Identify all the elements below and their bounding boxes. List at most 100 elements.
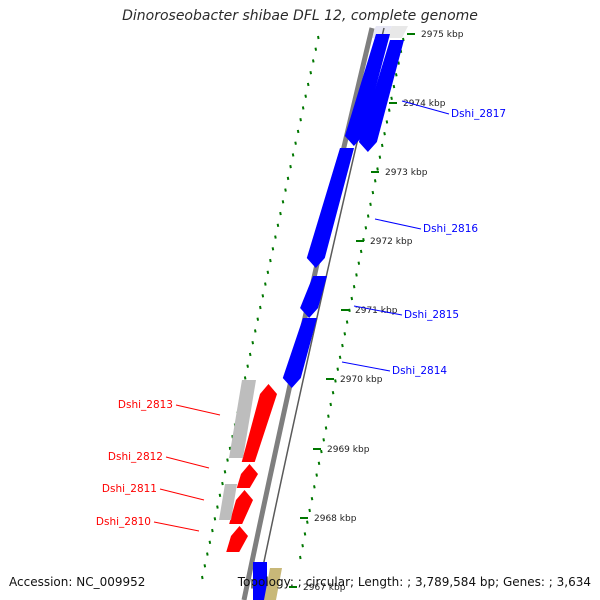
map-title: Dinoroseobacter shibae DFL 12, complete … xyxy=(122,8,478,24)
outer-scale-dot xyxy=(264,282,267,286)
outer-scale-dot xyxy=(216,505,219,509)
inner-scale-dot xyxy=(338,355,342,360)
outer-scale-dot xyxy=(256,317,260,321)
inner-scale-dot xyxy=(371,190,375,195)
inner-scale-dot xyxy=(359,249,363,254)
inner-scale-dot xyxy=(334,379,337,383)
reverse-gene-arrow xyxy=(226,526,248,552)
outer-scale-dot xyxy=(284,188,287,192)
outer-scale-dot xyxy=(306,82,310,87)
outer-scale-dot xyxy=(251,341,255,345)
inner-scale-dot xyxy=(348,308,351,312)
gene-leader-line xyxy=(175,404,221,416)
gene-label: Dshi_2813 xyxy=(118,399,173,411)
gene-label: Dshi_2810 xyxy=(96,516,151,528)
outer-scale-dot xyxy=(311,59,315,63)
genes-text: Genes: 3,634 xyxy=(495,575,591,589)
outer-scale-dot xyxy=(289,164,292,169)
topology-text: Topology: circular xyxy=(238,575,350,589)
outer-scale-dot xyxy=(203,564,207,568)
outer-scale-dot xyxy=(279,211,282,216)
forward-gene-arrow xyxy=(306,148,354,268)
outer-scale-dot xyxy=(301,106,305,110)
topology-value: circular xyxy=(298,575,350,589)
gene-leader-line xyxy=(165,456,210,469)
gene-label: Dshi_2811 xyxy=(102,483,157,495)
inner-scale-dot xyxy=(345,320,349,324)
outer-scale-dot xyxy=(276,223,280,228)
forward-gene-arrow xyxy=(344,34,390,146)
inner-scale-dot xyxy=(394,73,398,77)
outer-scale-dot xyxy=(259,305,262,310)
outer-scale-dot xyxy=(271,247,275,251)
inner-scale-dot xyxy=(376,167,379,171)
tick-label: 2969 kbp xyxy=(327,445,370,455)
inner-scale-dot xyxy=(317,461,321,466)
gene-label: Dshi_2817 xyxy=(451,108,506,120)
inner-scale-dot xyxy=(369,202,372,207)
tick-label: 2971 kbp xyxy=(355,306,398,316)
outer-scale-dot xyxy=(269,258,272,263)
gene-label: Dshi_2812 xyxy=(108,451,163,463)
outer-scale-dot xyxy=(226,458,229,462)
inner-scale-dot xyxy=(397,61,400,65)
inner-scale-dot xyxy=(385,120,389,124)
tick-label: 2975 kbp xyxy=(421,30,464,40)
length-label: Length: xyxy=(357,575,404,589)
topology-label: Topology: xyxy=(237,575,294,589)
inner-scale-dot xyxy=(331,390,335,395)
inner-scale-dot xyxy=(336,367,340,371)
inner-scale-dot xyxy=(327,414,330,418)
length-text: Length: 3,789,584 bp xyxy=(350,575,495,589)
accession-text: Accession: NC_009952 xyxy=(9,575,145,589)
inner-scale-dot xyxy=(364,226,368,230)
reverse-gene-arrow xyxy=(229,490,253,524)
inner-scale-dot xyxy=(341,343,344,348)
tick-label: 2972 kbp xyxy=(370,237,413,247)
reverse-gene-arrow xyxy=(241,384,277,462)
other-feature xyxy=(229,380,256,458)
inner-scale-dot xyxy=(322,438,325,442)
outer-scale-dot xyxy=(211,528,214,533)
outer-scale-dot xyxy=(296,129,300,134)
tick-label: 2974 kbp xyxy=(403,99,446,109)
length-value: 3,789,584 bp xyxy=(407,575,495,589)
outer-scale-dot xyxy=(221,481,224,486)
inner-scale-dot xyxy=(378,155,382,159)
inner-scale-dot xyxy=(315,473,318,477)
outer-scale-dot xyxy=(274,235,277,239)
inner-scale-dot xyxy=(329,402,333,407)
outer-scale-dot xyxy=(304,94,307,98)
gene-leader-line xyxy=(353,305,403,316)
outer-scale-dot xyxy=(317,35,320,40)
inner-scale-dot xyxy=(303,532,307,536)
inner-scale-dot xyxy=(343,332,347,336)
outer-scale-dot xyxy=(286,176,290,181)
outer-scale-dot xyxy=(253,329,257,333)
outer-scale-dot xyxy=(261,294,265,298)
gene-leader-line xyxy=(341,361,391,372)
outer-scale-dot xyxy=(309,71,313,75)
outer-scale-dot xyxy=(291,153,295,157)
genome-summary: Topology: circularLength: 3,789,584 bpGe… xyxy=(238,575,591,589)
outer-scale-dot xyxy=(266,270,270,274)
other-feature xyxy=(219,484,237,520)
gene-leader-line xyxy=(401,100,450,115)
outer-scale-dot xyxy=(248,352,252,357)
tick-label: 2967 kbp xyxy=(303,583,346,593)
outer-scale-dot xyxy=(281,200,285,204)
accession-value: NC_009952 xyxy=(76,575,146,589)
inner-scale-dot xyxy=(355,273,358,277)
accession-label: Accession: xyxy=(9,575,73,589)
inner-scale-dot xyxy=(352,285,356,289)
inner-scale-dot xyxy=(366,214,370,218)
genes-value: 3,634 xyxy=(549,575,591,589)
inner-scale-dot xyxy=(299,555,302,560)
outer-scale-dot xyxy=(299,117,302,122)
inner-scale-dot xyxy=(310,496,314,501)
outer-scale-dot xyxy=(228,446,232,451)
genes-label: Genes: xyxy=(502,575,545,589)
tick-label: 2970 kbp xyxy=(340,375,383,385)
outer-scale-dot xyxy=(243,376,247,380)
